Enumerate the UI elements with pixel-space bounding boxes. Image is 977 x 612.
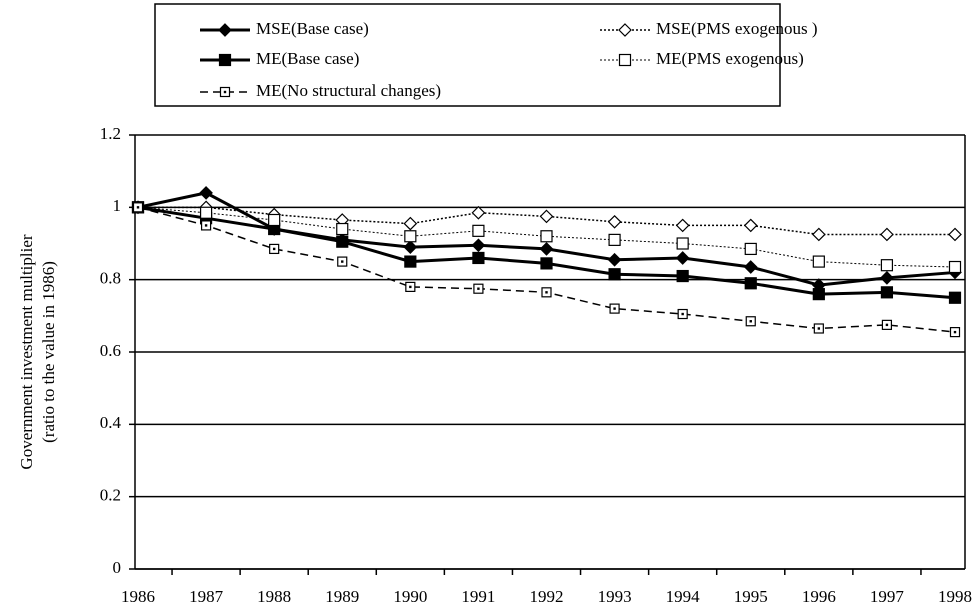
point-dot [613,307,616,310]
x-tick-label: 1987 [189,587,224,606]
point [880,286,894,299]
x-tick-label: 1996 [802,587,836,606]
point-dot [341,260,344,263]
point [608,233,621,246]
point-dot [409,285,412,289]
point [744,242,757,256]
point-dot [885,323,889,327]
point [540,230,553,243]
x-tick-label: 1993 [598,587,632,606]
legend-label: MSE(Base case) [256,19,369,38]
point [948,291,962,304]
point [404,255,417,268]
y-tick-label: 0.4 [100,413,122,432]
point [336,222,349,236]
point-dot [953,330,957,334]
point-dot [817,327,821,330]
point [675,251,690,265]
point-dot [749,320,752,323]
x-tick-label: 1990 [393,587,427,606]
point [471,238,486,253]
point [608,268,621,281]
point [218,23,232,37]
y-tick-label: 0.6 [100,341,121,360]
point-dot [223,90,227,94]
legend-label: ME(PMS exogenous) [656,49,804,68]
legend-label: ME(No structural changes) [256,81,441,100]
x-tick-label: 1991 [461,587,495,606]
x-tick-label: 1992 [530,587,564,606]
point-dot [545,291,548,294]
point [540,257,553,270]
point-dot [204,224,208,227]
point [472,224,485,237]
x-tick-label: 1995 [734,587,768,606]
y-axis-title-line: (ratio to the value in 1986) [39,261,58,443]
point [403,216,418,231]
point [744,277,757,290]
point-dot [272,247,276,251]
y-tick-label: 0.2 [100,486,121,505]
point [199,206,213,219]
point [618,23,632,37]
x-tick-label: 1988 [257,587,291,606]
point [472,251,485,265]
point [607,214,622,229]
legend-box [154,3,781,107]
legend-label: ME(Base case) [256,49,359,68]
point [880,259,894,272]
point [812,288,825,301]
y-tick-label: 1.2 [100,124,121,143]
point [948,260,962,274]
point [880,227,894,242]
point [539,242,554,256]
point [268,213,281,227]
point-dot [681,312,684,316]
point [811,227,826,242]
x-tick-label: 1997 [870,587,905,606]
point [880,271,894,285]
point [199,186,213,200]
point [404,230,417,243]
x-tick-label: 1998 [938,587,972,606]
y-tick-label: 0 [113,558,122,577]
point [812,255,825,268]
point [218,53,232,67]
point [336,235,349,248]
point [539,209,554,224]
point [948,227,962,242]
point-dot [136,206,140,209]
point [743,260,758,274]
x-tick-label: 1986 [121,587,155,606]
y-tick-label: 1 [113,196,122,215]
point [676,269,689,283]
point [675,218,690,233]
point-dot [477,287,480,290]
x-tick-label: 1989 [325,587,359,606]
y-axis-title-line: Government investment multiplier [17,234,36,469]
point [471,205,486,220]
point [618,53,632,67]
point [403,240,418,254]
x-tick-label: 1994 [666,587,701,606]
point [607,252,622,267]
y-axis-title: Government investment multiplier (ratio … [17,234,58,469]
y-tick-label: 0.8 [100,269,121,288]
point [676,237,689,250]
legend-label: MSE(PMS exogenous ) [656,19,818,38]
point [743,218,758,233]
